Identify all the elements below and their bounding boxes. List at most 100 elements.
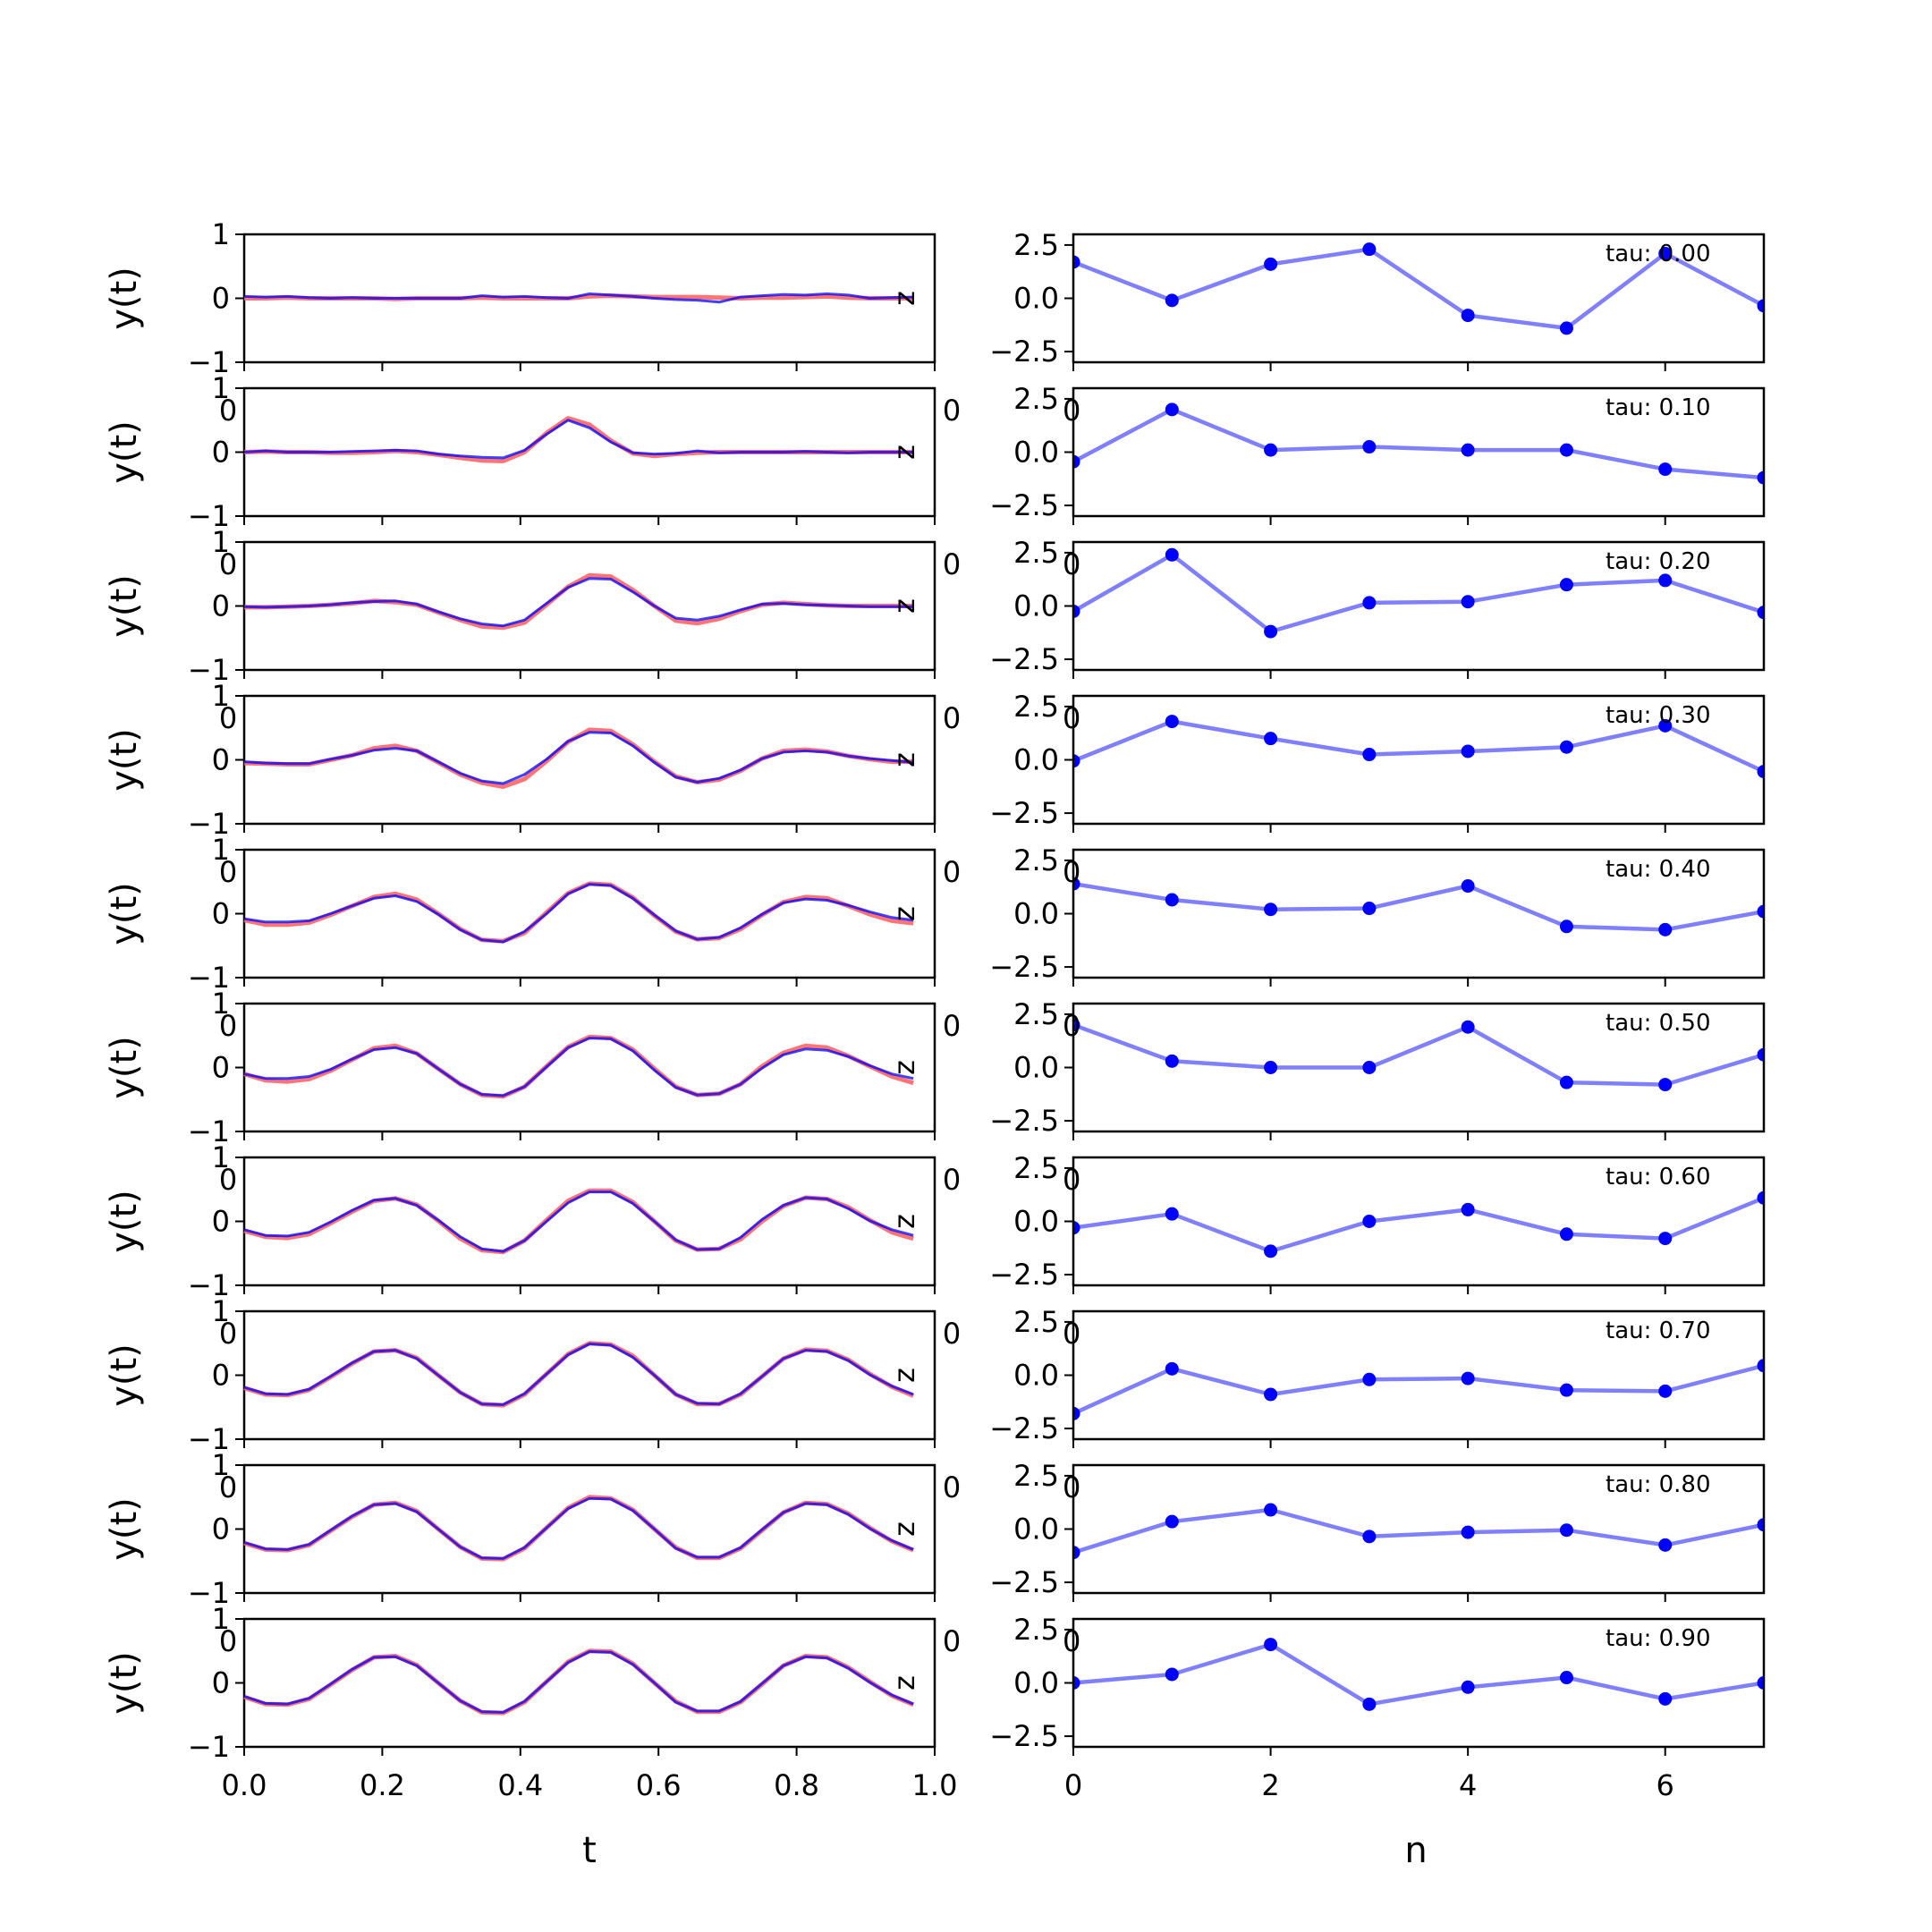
plot-frame <box>1072 694 1766 826</box>
latent-point <box>1757 1518 1764 1532</box>
x-tick-label: 0.8 <box>774 1768 819 1802</box>
latent-series-line <box>1073 881 1764 932</box>
overlap-tick-label: 0 <box>219 394 237 428</box>
y-axis-label: y(t) <box>104 1497 145 1561</box>
latent-series-line <box>1073 407 1764 480</box>
latent-series-line <box>1073 1196 1764 1254</box>
z-label: z <box>887 598 921 614</box>
y-tick-label: −1 <box>188 807 230 841</box>
y-tick-label: 0 <box>212 1205 230 1239</box>
y-tick-label: 2.5 <box>1013 843 1059 877</box>
x-tick-label: 0.4 <box>497 1768 543 1802</box>
overlap-tick-label: 0 <box>943 1163 961 1197</box>
y-tick-label: 0 <box>212 1513 230 1546</box>
right-panel-0: −2.5 0.0 2.5 tau: 0.00 <box>989 228 1766 371</box>
latent-point <box>1658 462 1673 477</box>
latent-point <box>1165 1514 1179 1529</box>
latent-point <box>1165 715 1179 729</box>
right-panel-5: −2.5 0.0 2.5 tau: 0.50 0 <box>989 997 1766 1140</box>
latent-point <box>1165 1361 1179 1376</box>
overlap-tick-label: 0 <box>1063 1009 1080 1043</box>
prediction-series-line <box>243 1650 914 1714</box>
latent-point <box>1461 1202 1475 1216</box>
y-tick-label: 0 <box>212 1359 230 1393</box>
right-panel-1: −2.5 0.0 2.5 tau: 0.10 0 <box>989 382 1766 525</box>
y-tick-label: 2.5 <box>1013 690 1059 724</box>
plot-frame <box>1072 1156 1766 1287</box>
y-tick-label: 0.0 <box>1013 1051 1059 1085</box>
z-label: z <box>887 445 921 460</box>
y-tick-label: −2.5 <box>989 1104 1059 1138</box>
latent-point <box>1362 440 1377 454</box>
overlap-tick-label: 0 <box>1063 1163 1080 1197</box>
latent-point <box>1362 1372 1377 1386</box>
latent-point <box>1757 904 1764 919</box>
latent-point <box>1264 1387 1278 1402</box>
y-tick-label: 1 <box>212 679 230 713</box>
latent-point <box>1757 470 1764 485</box>
prediction-series-line <box>243 731 914 785</box>
y-tick-label: 1 <box>212 987 230 1021</box>
overlap-tick-label: 0 <box>1063 855 1080 889</box>
y-tick-label: −1 <box>188 499 230 533</box>
overlap-tick-label: 0 <box>943 1317 961 1351</box>
y-axis-label: y(t) <box>104 1651 145 1715</box>
y-tick-label: 0 <box>212 1051 230 1085</box>
y-tick-label: 0.0 <box>1013 1513 1059 1546</box>
y-tick-label: 2.5 <box>1013 228 1059 262</box>
right-panel-7: −2.5 0.0 2.5 tau: 0.70 0 <box>989 1305 1766 1448</box>
overlap-tick-label: 0 <box>219 701 237 735</box>
latent-point <box>1264 624 1278 639</box>
latent-series-line <box>1073 1363 1764 1416</box>
overlap-tick-label: 0 <box>219 1163 237 1197</box>
left-panel-0: −1 0 1 y(t) z <box>104 217 936 379</box>
latent-point <box>1362 902 1377 916</box>
overlap-tick-label: 0 <box>943 1624 961 1658</box>
y-tick-label: 0 <box>212 743 230 777</box>
prediction-series-line <box>243 1191 914 1253</box>
latent-point <box>1165 1207 1179 1221</box>
y-tick-label: 0.0 <box>1013 282 1059 316</box>
y-tick-label: 1 <box>212 217 230 251</box>
y-tick-label: 1 <box>212 525 230 559</box>
overlap-tick-label: 0 <box>943 701 961 735</box>
y-axis-label: y(t) <box>104 1343 145 1407</box>
y-axis-label: y(t) <box>104 882 145 945</box>
latent-point <box>1461 744 1475 758</box>
tau-annotation: tau: 0.00 <box>1606 241 1711 267</box>
y-tick-label: 1 <box>212 1448 230 1482</box>
y-tick-label: −1 <box>188 653 230 687</box>
y-tick-label: 1 <box>212 1294 230 1328</box>
y-tick-label: 2.5 <box>1013 382 1059 416</box>
right-x-axis-label: n <box>1404 1830 1427 1871</box>
latent-series <box>1073 402 1764 485</box>
latent-point <box>1073 877 1080 891</box>
y-axis-label: y(t) <box>104 1190 145 1253</box>
y-tick-label: −2.5 <box>989 950 1059 984</box>
latent-point <box>1757 1047 1764 1062</box>
prediction-series-line <box>243 577 914 628</box>
y-tick-label: 0.0 <box>1013 743 1059 777</box>
z-label: z <box>887 906 921 921</box>
latent-point <box>1362 1530 1377 1544</box>
tau-annotation: tau: 0.20 <box>1606 548 1711 575</box>
latent-point <box>1362 242 1377 257</box>
y-axis-label: y(t) <box>104 420 145 484</box>
latent-point <box>1559 919 1573 934</box>
latent-point <box>1559 1671 1573 1685</box>
z-label: z <box>887 1368 921 1383</box>
y-tick-label: 0 <box>212 436 230 470</box>
overlap-tick-label: 0 <box>943 394 961 428</box>
latent-point <box>1658 718 1673 733</box>
latent-point <box>1073 1018 1080 1032</box>
x-tick-label: 4 <box>1459 1768 1477 1802</box>
z-label: z <box>887 1060 921 1075</box>
latent-series <box>1073 1018 1764 1092</box>
overlap-tick-label: 0 <box>219 1624 237 1658</box>
